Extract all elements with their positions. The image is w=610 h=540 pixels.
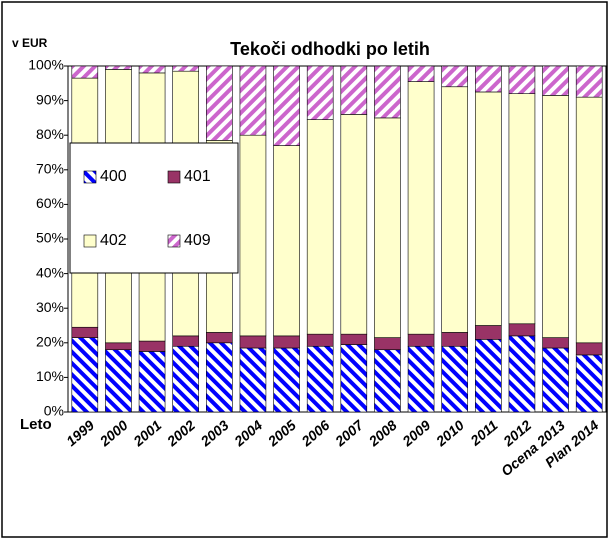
bar-segment [441, 86, 468, 333]
bar-segment [71, 326, 99, 338]
bar-segment [542, 65, 569, 96]
y-tick-label: 30% [36, 299, 64, 315]
bar-segment [575, 96, 603, 344]
bar-segment [71, 337, 99, 413]
bar-segment [239, 335, 267, 349]
bar-segment [306, 65, 334, 120]
bar-segment [340, 114, 368, 335]
bar-segment [441, 332, 468, 347]
bar-segment [239, 134, 267, 337]
y-tick-label: 90% [36, 91, 64, 107]
x-axis-label: Leto [20, 416, 52, 433]
bar-segment [340, 344, 368, 413]
y-tick-label: 20% [36, 334, 64, 350]
bar-segment [273, 65, 300, 146]
y-tick-label: 100% [28, 57, 64, 73]
y-tick-label: 0% [44, 403, 64, 419]
bar-segment [138, 351, 166, 413]
bar-segment [138, 65, 166, 74]
legend-swatch [167, 170, 181, 184]
bar-segment [374, 117, 401, 338]
bar-segment [542, 95, 569, 338]
legend-swatch [83, 170, 97, 184]
bar-segment [172, 65, 199, 72]
bar-segment [306, 119, 334, 335]
y-tick-label: 50% [36, 230, 64, 246]
legend-swatch [83, 234, 97, 248]
y-tick-label: 10% [36, 368, 64, 384]
bar-segment [407, 333, 435, 347]
bar-segment [273, 335, 300, 349]
chart-title: Tekoči odhodki po letih [230, 39, 430, 59]
bar-segment [407, 345, 435, 413]
bar-segment [105, 342, 132, 351]
y-tick-label: 60% [36, 195, 64, 211]
bar-segment [508, 335, 536, 413]
y-tick-label: 40% [36, 264, 64, 280]
bar-segment [508, 93, 536, 325]
bar-segment [206, 342, 233, 413]
y-tick-label: 80% [36, 126, 64, 142]
unit-label: v EUR [12, 36, 48, 50]
bar-segment [206, 65, 233, 141]
legend-label: 400 [100, 168, 127, 185]
bar-segment [475, 91, 502, 326]
bar-segment [273, 347, 300, 413]
bar-segment [374, 337, 401, 351]
bar-segment [138, 340, 166, 352]
bar-segment [542, 337, 569, 349]
bar-segment [239, 65, 267, 136]
bar-segment [273, 145, 300, 337]
bar-segment [374, 65, 401, 119]
bar-segment [475, 339, 502, 413]
bar-segment [508, 65, 536, 94]
bar-segment [306, 345, 334, 413]
bar-segment [575, 65, 603, 98]
legend-box [69, 142, 239, 274]
legend-label: 401 [184, 168, 211, 185]
legend-label: 409 [184, 232, 211, 249]
bar-segment [340, 65, 368, 115]
bar-segment [374, 349, 401, 413]
bar-segment [407, 65, 435, 82]
bar-segment [441, 345, 468, 413]
bar-segment [542, 347, 569, 413]
bar-segment [105, 65, 132, 70]
bar-segment [575, 342, 603, 356]
bar-segment [105, 349, 132, 413]
bar-segment [475, 325, 502, 340]
bar-segment [340, 333, 368, 345]
bar-segment [575, 354, 603, 413]
bar-segment [508, 323, 536, 337]
bar-segment [172, 345, 199, 413]
bar-segment [306, 333, 334, 347]
bar-segment [172, 335, 199, 347]
bar-segment [407, 81, 435, 335]
y-tick-label: 70% [36, 161, 64, 177]
bar-segment [71, 65, 99, 79]
legend-label: 402 [100, 232, 127, 249]
bar-segment [206, 332, 233, 344]
bar-segment [441, 65, 468, 88]
bar-segment [239, 347, 267, 413]
bar-segment [475, 65, 502, 93]
legend-swatch [167, 234, 181, 248]
